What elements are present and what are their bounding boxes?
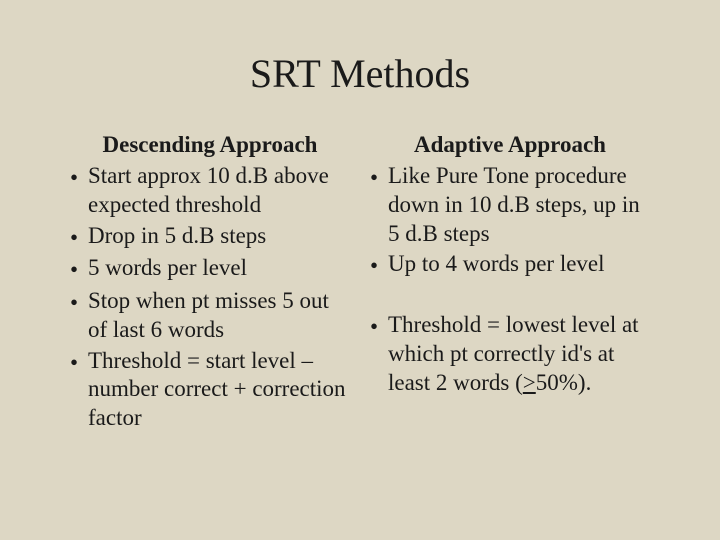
bullet-icon: • — [370, 311, 388, 342]
left-column: Descending Approach • Start approx 10 d.… — [70, 132, 350, 435]
list-item-text: Drop in 5 d.B steps — [88, 222, 350, 251]
page-title: SRT Methods — [40, 50, 680, 97]
right-list: • Like Pure Tone procedure down in 10 d.… — [370, 162, 650, 281]
list-item: • Threshold = start level – number corre… — [70, 347, 350, 433]
right-list-2: • Threshold = lowest level at which pt c… — [370, 311, 650, 397]
list-item-text: Like Pure Tone procedure down in 10 d.B … — [388, 162, 650, 248]
threshold-underlined: > — [523, 370, 536, 395]
bullet-icon: • — [70, 222, 88, 253]
list-item-text: Threshold = lowest level at which pt cor… — [388, 311, 650, 397]
bullet-icon: • — [370, 250, 388, 281]
list-item: • Up to 4 words per level — [370, 250, 650, 281]
threshold-suffix: 50%). — [536, 370, 592, 395]
left-subtitle: Descending Approach — [70, 132, 350, 158]
bullet-icon: • — [70, 162, 88, 193]
list-item-text: 5 words per level — [88, 254, 350, 283]
list-item: • 5 words per level — [70, 254, 350, 285]
right-subtitle: Adaptive Approach — [370, 132, 650, 158]
threshold-prefix: Threshold = lowest level at which pt cor… — [388, 312, 639, 395]
bullet-icon: • — [70, 347, 88, 378]
list-item: • Drop in 5 d.B steps — [70, 222, 350, 253]
right-column: Adaptive Approach • Like Pure Tone proce… — [370, 132, 650, 435]
bullet-icon: • — [70, 254, 88, 285]
list-item-text: Stop when pt misses 5 out of last 6 word… — [88, 287, 350, 345]
list-item: • Threshold = lowest level at which pt c… — [370, 311, 650, 397]
columns-container: Descending Approach • Start approx 10 d.… — [40, 132, 680, 435]
spacer — [370, 283, 650, 311]
list-item: • Stop when pt misses 5 out of last 6 wo… — [70, 287, 350, 345]
list-item: • Like Pure Tone procedure down in 10 d.… — [370, 162, 650, 248]
list-item-text: Threshold = start level – number correct… — [88, 347, 350, 433]
list-item-text: Up to 4 words per level — [388, 250, 650, 279]
bullet-icon: • — [70, 287, 88, 318]
slide: SRT Methods Descending Approach • Start … — [0, 0, 720, 540]
left-list: • Start approx 10 d.B above expected thr… — [70, 162, 350, 433]
bullet-icon: • — [370, 162, 388, 193]
list-item-text: Start approx 10 d.B above expected thres… — [88, 162, 350, 220]
list-item: • Start approx 10 d.B above expected thr… — [70, 162, 350, 220]
